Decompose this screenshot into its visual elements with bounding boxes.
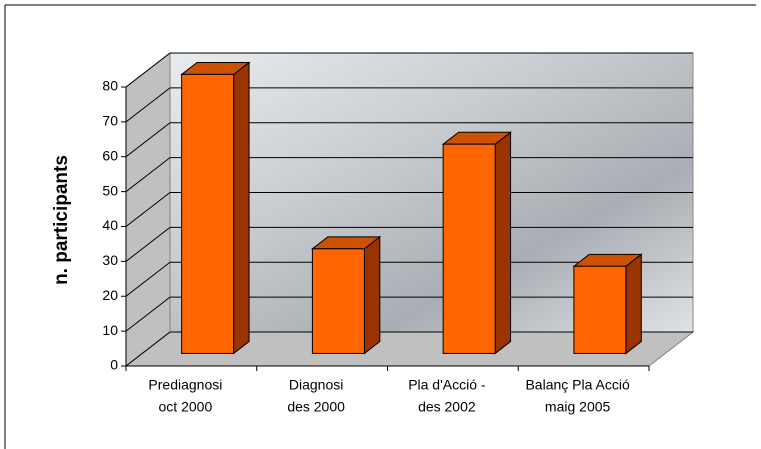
bar-front (311, 248, 365, 354)
y-tick-label: 20 (102, 287, 118, 303)
x-tick-label: Pla d'Acció - (408, 377, 486, 393)
bar-side (363, 235, 381, 355)
bar-side (233, 61, 250, 355)
grid-line-side (125, 157, 171, 193)
x-tick-label: maig 2005 (545, 399, 611, 415)
bar (180, 61, 251, 355)
grid-line-side (125, 87, 171, 123)
y-tick-label: 70 (102, 113, 118, 129)
y-tick-label: 10 (102, 322, 118, 338)
x-tick-label: Prediagnosi (148, 377, 222, 393)
grid-line-side (125, 296, 171, 332)
x-tick-label: oct 2000 (159, 399, 213, 415)
grid-line-side (125, 226, 171, 262)
y-tick-label: 80 (102, 78, 118, 94)
grid-line-side (125, 331, 171, 367)
y-tick-label: 50 (102, 182, 118, 198)
grid-line-side (125, 52, 171, 88)
bar-side (625, 253, 642, 355)
y-tick-label: 40 (102, 217, 118, 233)
y-axis-label: n. participants (51, 155, 72, 285)
x-tick-label: Diagnosi (289, 377, 343, 393)
x-tick-label: des 2002 (418, 399, 476, 415)
grid-line-side (125, 192, 171, 227)
bar (310, 235, 382, 355)
bar (572, 253, 643, 355)
x-tick-label: Balanç Pla Acció (525, 377, 629, 393)
y-tick-label: 60 (102, 147, 118, 163)
y-tick-label: 0 (110, 357, 118, 373)
x-tick-label: des 2000 (287, 399, 345, 415)
bar-front (181, 73, 235, 354)
bar-front (573, 265, 627, 354)
grid-line-side (125, 261, 171, 297)
y-tick-label: 30 (102, 252, 118, 268)
bar-front (442, 143, 496, 354)
grid-line-side (125, 122, 171, 158)
bar (441, 131, 513, 355)
bar-side (494, 131, 512, 355)
